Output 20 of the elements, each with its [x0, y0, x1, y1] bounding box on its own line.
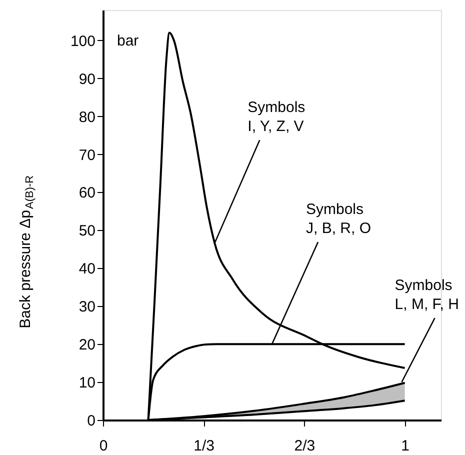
annotation: Symbols J, B, R, O [306, 201, 372, 238]
x-tick-label: 0 [99, 438, 108, 454]
x-tick-label: 2/3 [294, 438, 316, 454]
y-tick-label: 50 [78, 222, 96, 240]
y-tick-label: 80 [78, 108, 96, 126]
y-tick-label: 40 [78, 260, 96, 278]
y-tick-label: 20 [78, 336, 96, 354]
y-tick-label: 70 [78, 146, 96, 164]
y-tick-label: 100 [70, 32, 96, 50]
x-tick-label: 1/3 [194, 438, 215, 454]
y-tick-label: 60 [78, 184, 96, 202]
x-tick-label: 1 [401, 438, 410, 454]
annotation: bar [117, 32, 139, 50]
annotation: Symbols I, Y, Z, V [248, 99, 306, 136]
y-tick-label: 0 [87, 412, 96, 430]
y-tick-label: 30 [78, 298, 96, 316]
y-tick-label: 10 [78, 374, 96, 392]
annotation: Symbols L, M, F, H [394, 277, 459, 314]
y-axis-title: Back pressure ΔpA(B)-R [17, 175, 36, 328]
y-tick-label: 90 [78, 70, 96, 88]
